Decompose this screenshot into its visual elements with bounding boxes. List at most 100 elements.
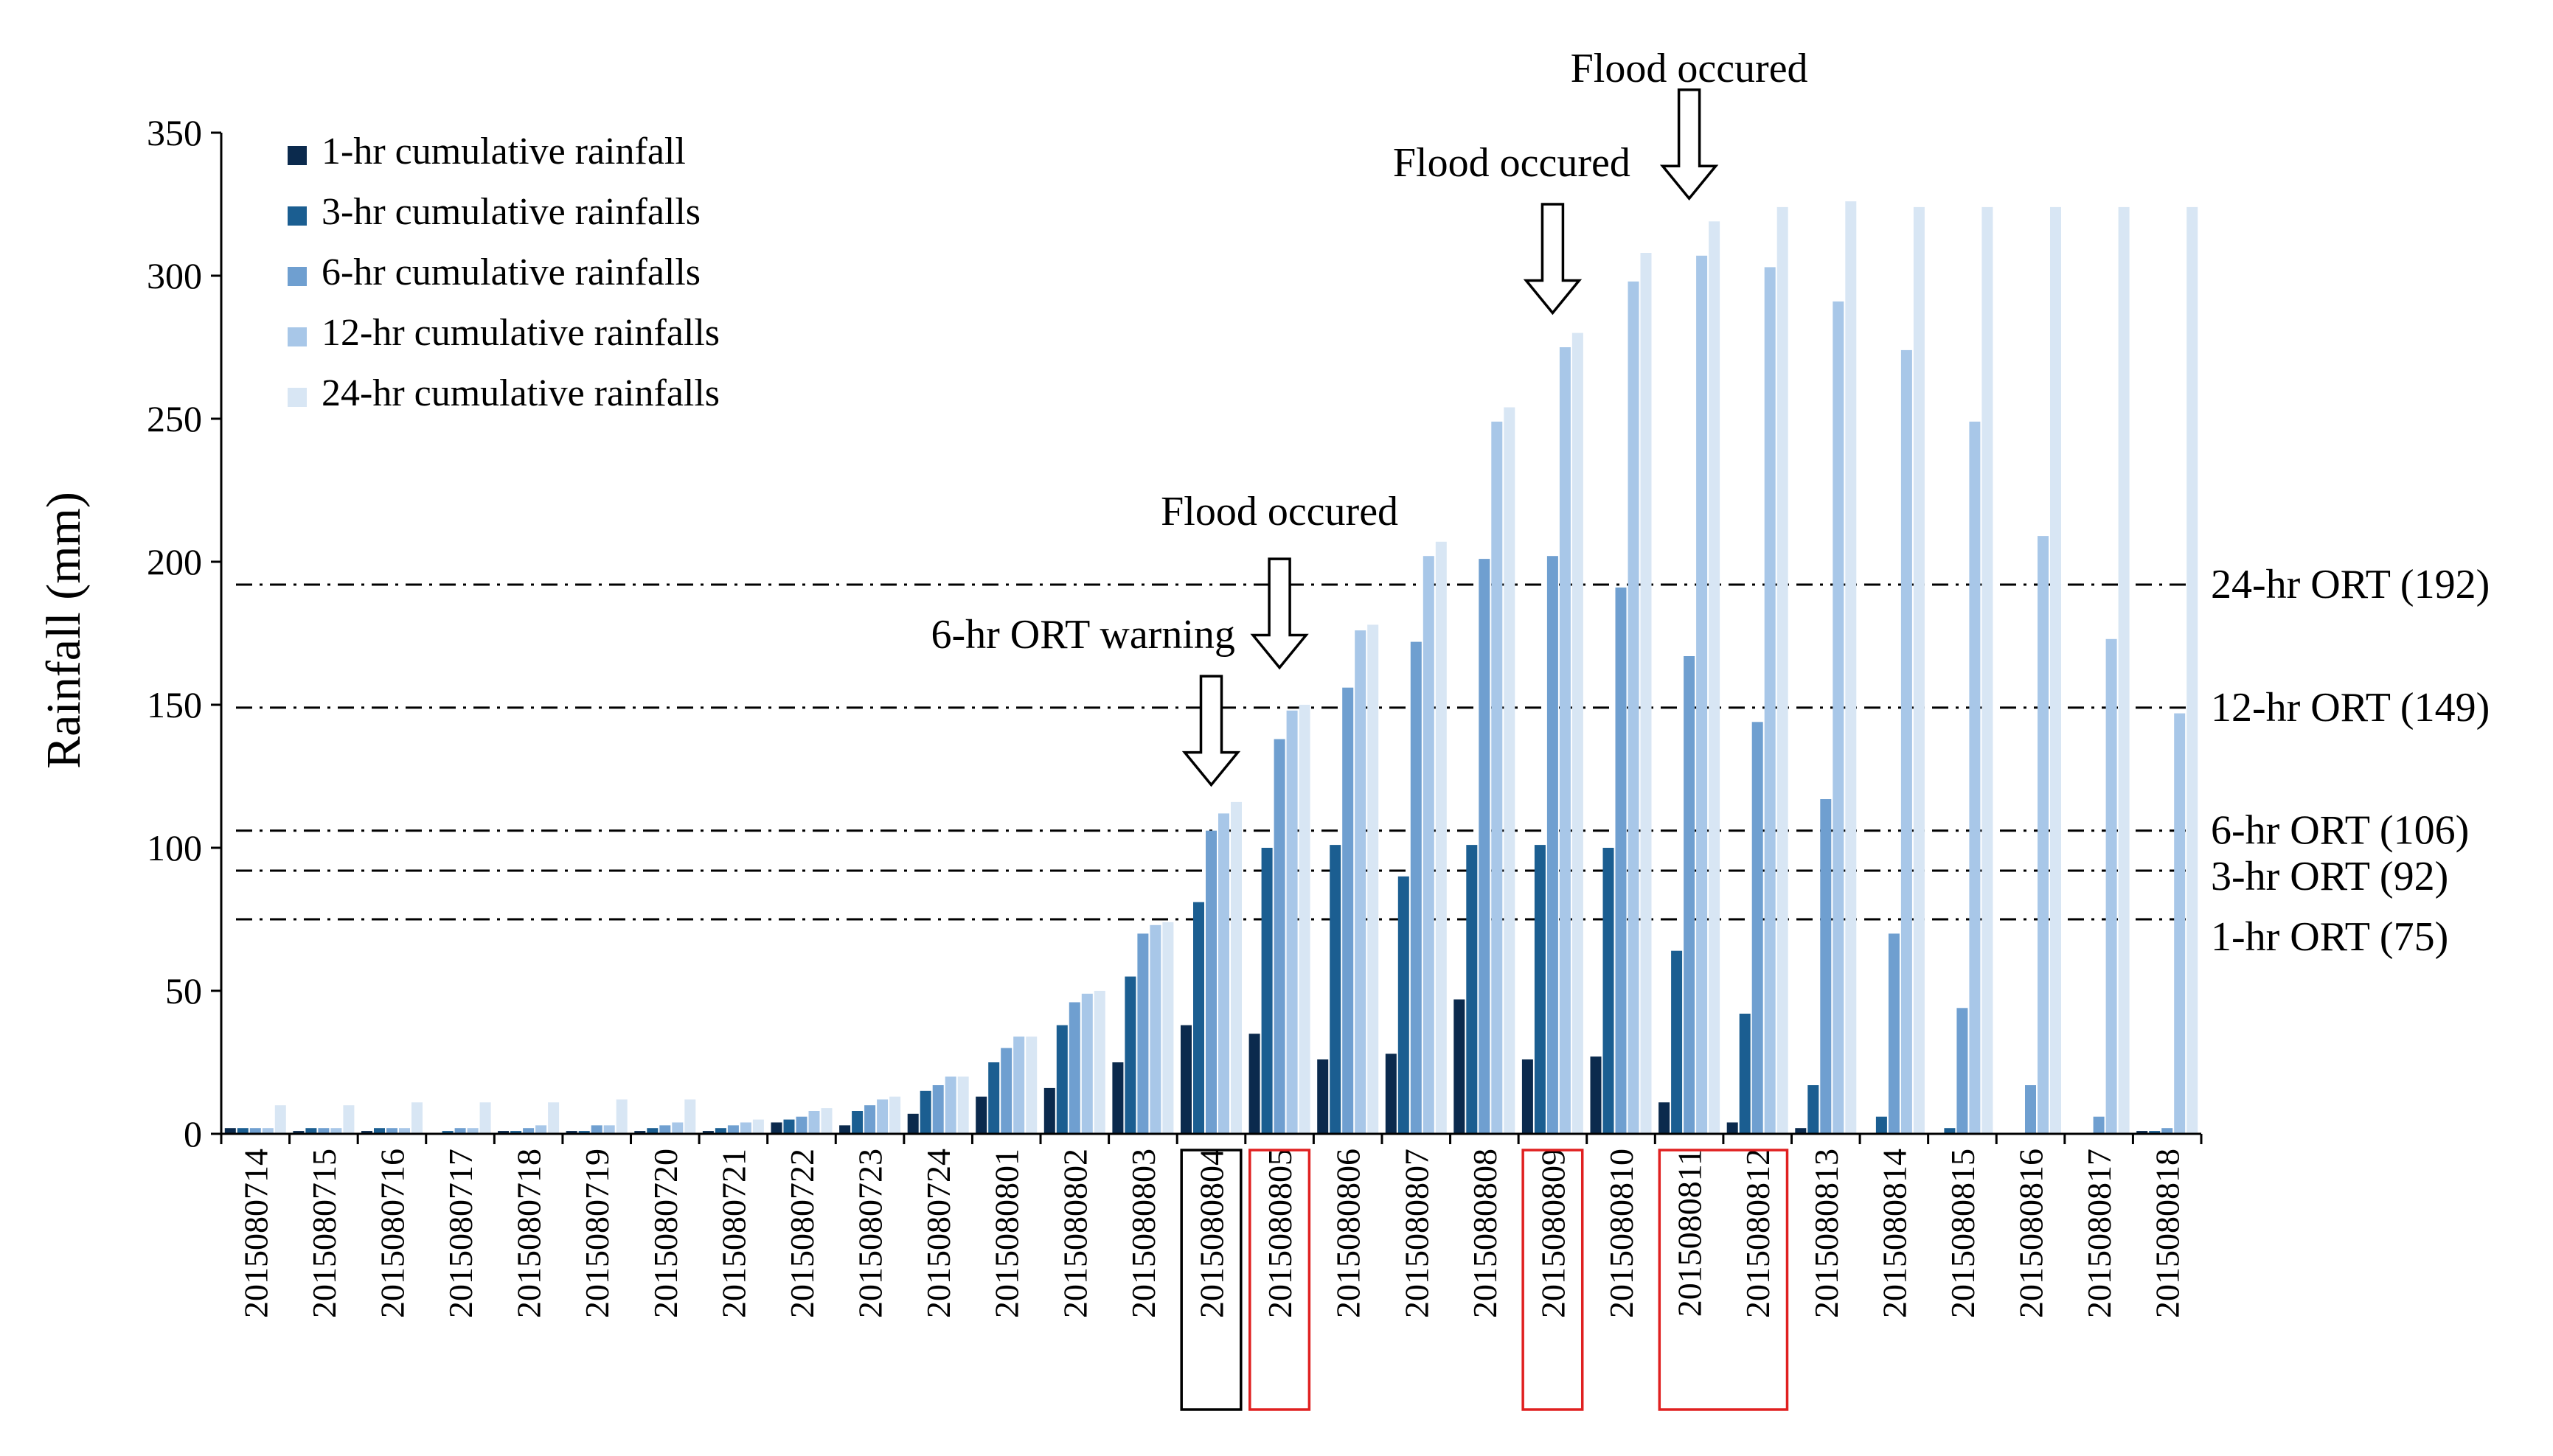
bar-s3-2015080722 bbox=[796, 1116, 807, 1134]
annotation-label-3: Flood occured bbox=[1571, 46, 1808, 91]
x-tick-label-2015080715: 2015080715 bbox=[305, 1149, 343, 1318]
legend-swatch-4 bbox=[288, 327, 307, 346]
bar-s5-2015080817 bbox=[2118, 206, 2130, 1134]
bar-s4-2015080816 bbox=[2038, 536, 2049, 1134]
bar-s2-2015080721 bbox=[715, 1128, 726, 1134]
x-tick-label-2015080815: 2015080815 bbox=[1944, 1149, 1981, 1318]
legend-label-3: 6-hr cumulative rainfalls bbox=[322, 251, 701, 293]
bar-s5-2015080806 bbox=[1367, 624, 1379, 1134]
x-tick-label-2015080801: 2015080801 bbox=[988, 1149, 1026, 1318]
bar-s5-2015080811 bbox=[1709, 221, 1720, 1134]
legend: 1-hr cumulative rainfall 3-hr cumulative … bbox=[288, 130, 720, 414]
bar-s3-2015080809 bbox=[1546, 556, 1558, 1134]
bar-s2-2015080811 bbox=[1671, 950, 1683, 1134]
bar-s5-2015080808 bbox=[1504, 407, 1515, 1134]
bar-s4-2015080804 bbox=[1218, 813, 1229, 1134]
bar-s4-2015080715 bbox=[330, 1128, 342, 1134]
bar-s5-2015080721 bbox=[752, 1119, 764, 1134]
bar-s1-2015080722 bbox=[771, 1122, 782, 1134]
bar-s2-2015080804 bbox=[1193, 902, 1204, 1134]
legend-swatch-1 bbox=[288, 146, 307, 165]
x-tick-label-2015080808: 2015080808 bbox=[1466, 1149, 1504, 1318]
bar-s2-2015080806 bbox=[1330, 845, 1341, 1134]
bar-s5-2015080714 bbox=[274, 1105, 286, 1134]
x-tick-label-2015080809: 2015080809 bbox=[1534, 1149, 1571, 1318]
bar-series bbox=[224, 201, 2198, 1135]
bar-s3-2015080801 bbox=[1001, 1048, 1012, 1134]
bar-s4-2015080719 bbox=[603, 1125, 615, 1134]
legend-label-1: 1-hr cumulative rainfall bbox=[322, 130, 686, 173]
bar-s3-2015080807 bbox=[1410, 641, 1422, 1134]
bar-s3-2015080723 bbox=[864, 1105, 876, 1134]
bar-s5-2015080810 bbox=[1640, 253, 1652, 1134]
axes: 0 50 100 150 200 250 300 350 bbox=[147, 112, 2203, 1154]
bar-s1-2015080811 bbox=[1658, 1102, 1670, 1134]
bar-s3-2015080803 bbox=[1137, 933, 1149, 1134]
bar-s3-2015080811 bbox=[1684, 656, 1695, 1134]
bar-s2-2015080805 bbox=[1261, 848, 1273, 1134]
annotation-arrow-0 bbox=[1181, 675, 1241, 787]
bar-s2-2015080720 bbox=[647, 1128, 659, 1134]
annotation-arrow-1 bbox=[1250, 557, 1309, 670]
bar-s4-2015080717 bbox=[467, 1128, 479, 1134]
highlight-box-3 bbox=[1658, 1149, 1789, 1411]
bar-s2-2015080714 bbox=[237, 1128, 249, 1134]
legend-swatch-3 bbox=[288, 267, 307, 286]
bar-s3-2015080718 bbox=[523, 1128, 535, 1134]
bar-s4-2015080817 bbox=[2105, 638, 2117, 1134]
bar-s1-2015080809 bbox=[1521, 1059, 1533, 1134]
bar-s5-2015080816 bbox=[2050, 206, 2061, 1134]
bar-s5-2015080718 bbox=[548, 1102, 560, 1134]
annotation-label-2: Flood occured bbox=[1393, 140, 1630, 186]
bar-s5-2015080812 bbox=[1776, 206, 1788, 1134]
threshold-label-3: 3-hr ORT (92) bbox=[2211, 854, 2448, 899]
threshold-label-2: 6-hr ORT (106) bbox=[2211, 808, 2469, 854]
bar-s1-2015080715 bbox=[293, 1131, 305, 1134]
bar-s1-2015080813 bbox=[1795, 1128, 1807, 1134]
x-tick-label-2015080817: 2015080817 bbox=[2080, 1149, 2118, 1318]
x-tick-label-2015080818: 2015080818 bbox=[2149, 1149, 2186, 1318]
bar-s2-2015080802 bbox=[1056, 1025, 1068, 1134]
x-tick-labels: 2015080714 2015080715 2015080716 2015080717… bbox=[237, 1149, 2186, 1318]
x-tick-label-2015080807: 2015080807 bbox=[1397, 1149, 1435, 1318]
bar-s2-2015080810 bbox=[1602, 848, 1614, 1134]
bar-s4-2015080718 bbox=[535, 1125, 547, 1134]
bar-s4-2015080812 bbox=[1764, 267, 1776, 1134]
bar-s4-2015080805 bbox=[1286, 710, 1298, 1134]
x-tick-label-2015080718: 2015080718 bbox=[510, 1149, 548, 1318]
bar-s2-2015080715 bbox=[305, 1128, 317, 1134]
bar-s4-2015080803 bbox=[1150, 924, 1161, 1134]
bar-s2-2015080716 bbox=[374, 1128, 385, 1134]
threshold-label-0: 24-hr ORT (192) bbox=[2211, 562, 2490, 607]
bar-s2-2015080814 bbox=[1875, 1116, 1887, 1134]
bar-s3-2015080813 bbox=[1820, 799, 1832, 1134]
bar-s4-2015080802 bbox=[1081, 993, 1093, 1134]
bar-s3-2015080715 bbox=[318, 1128, 330, 1134]
bar-s5-2015080715 bbox=[343, 1105, 355, 1134]
x-tick-label-2015080814: 2015080814 bbox=[1875, 1149, 1913, 1318]
bar-s3-2015080808 bbox=[1479, 559, 1490, 1134]
x-tick-label-2015080802: 2015080802 bbox=[1056, 1149, 1094, 1318]
bar-s1-2015080804 bbox=[1181, 1025, 1192, 1134]
bar-s4-2015080716 bbox=[399, 1128, 410, 1134]
bar-s2-2015080801 bbox=[988, 1062, 1000, 1134]
threshold-label-1: 12-hr ORT (149) bbox=[2211, 685, 2490, 731]
highlight-box-2 bbox=[1521, 1149, 1584, 1411]
series-2 bbox=[237, 845, 2161, 1134]
x-tick-label-2015080723: 2015080723 bbox=[852, 1149, 889, 1318]
bar-s4-2015080811 bbox=[1696, 255, 1708, 1134]
x-tick-label-2015080724: 2015080724 bbox=[920, 1149, 957, 1318]
bar-s5-2015080716 bbox=[411, 1102, 423, 1134]
bar-s5-2015080804 bbox=[1231, 801, 1242, 1134]
bar-s5-2015080818 bbox=[2186, 206, 2198, 1134]
bar-s4-2015080807 bbox=[1423, 556, 1434, 1134]
x-tick-label-2015080812: 2015080812 bbox=[1739, 1149, 1776, 1318]
x-tick-label-2015080804: 2015080804 bbox=[1193, 1149, 1231, 1318]
annotation-label-1: Flood occured bbox=[1161, 489, 1398, 534]
x-tick-label-2015080811: 2015080811 bbox=[1671, 1149, 1709, 1317]
bar-s2-2015080815 bbox=[1944, 1128, 1956, 1134]
bar-s2-2015080818 bbox=[2149, 1131, 2161, 1134]
x-tick-label-2015080717: 2015080717 bbox=[442, 1149, 479, 1318]
x-tick-label-2015080716: 2015080716 bbox=[373, 1149, 411, 1318]
